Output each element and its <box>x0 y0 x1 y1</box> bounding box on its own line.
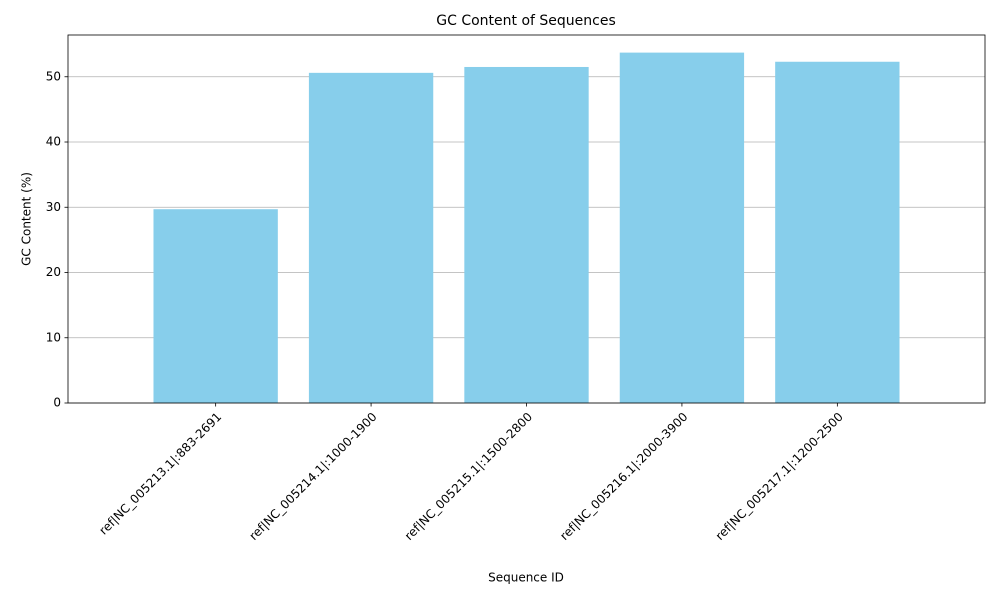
x-axis-label: Sequence ID <box>488 571 564 585</box>
x-tick-label: ref|NC_005217.1|:1200-2500 <box>713 410 846 543</box>
x-tick-label: ref|NC_005216.1|:2000-3900 <box>557 410 690 543</box>
x-tick-label: ref|NC_005215.1|:1500-2800 <box>402 410 535 543</box>
y-tick-label: 30 <box>46 200 61 214</box>
y-tick-label: 40 <box>46 135 61 149</box>
bar <box>464 66 589 404</box>
chart-title: GC Content of Sequences <box>436 13 616 29</box>
y-tick-label: 20 <box>46 265 61 279</box>
bar <box>775 61 900 404</box>
y-axis-label: GC Content (%) <box>20 172 34 266</box>
bar <box>153 209 278 403</box>
axes-frame <box>67 34 986 404</box>
bar <box>619 52 745 404</box>
y-tick-label: 10 <box>46 330 61 344</box>
y-tick-label: 0 <box>53 396 61 410</box>
x-tick-label: ref|NC_005214.1|:1000-1900 <box>246 410 379 543</box>
bar <box>308 72 434 404</box>
x-tick-label: ref|NC_005213.1|:883-2691 <box>96 410 224 538</box>
y-tick-label: 50 <box>46 69 61 83</box>
